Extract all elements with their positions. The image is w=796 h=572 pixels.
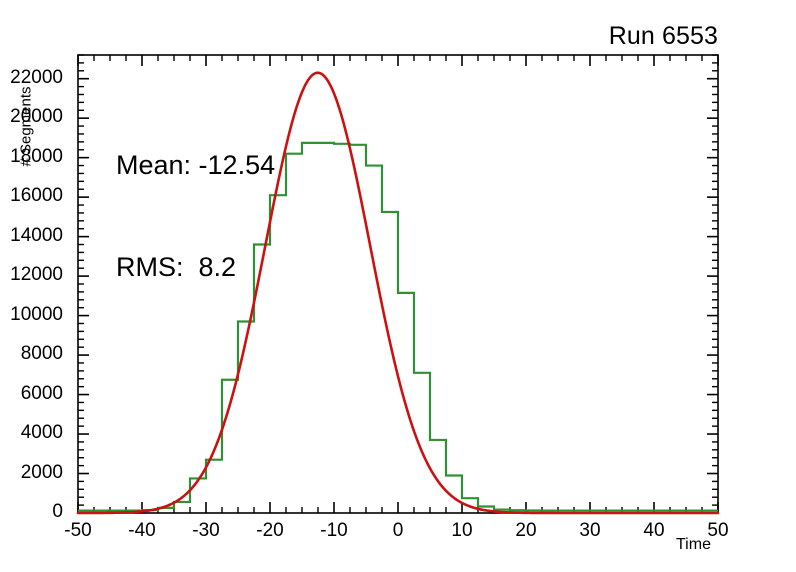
y-tick-label: 20000: [10, 106, 63, 128]
gaussian-fit-curve: [76, 71, 720, 515]
histogram-outline: [78, 141, 718, 512]
x-tick-label: 50: [707, 520, 729, 541]
histogram-series: [78, 141, 718, 512]
x-tick-label: 0: [392, 520, 404, 541]
x-tick-label: 40: [643, 520, 665, 541]
gaussian-fit-series: [76, 71, 720, 515]
rms-label: RMS: 8.2: [116, 252, 237, 282]
y-tick-label: 14000: [10, 224, 63, 246]
x-tick-label: 30: [579, 520, 601, 541]
x-tick-label: 20: [515, 520, 537, 541]
mean-label: Mean: -12.54: [116, 150, 276, 180]
statistics-annotation: Mean: -12.54 RMS: 8.2: [116, 80, 275, 352]
x-tick-label: -20: [256, 520, 284, 541]
y-tick-label: 16000: [10, 185, 63, 207]
x-tick-label: -30: [192, 520, 220, 541]
y-tick-label: 8000: [20, 343, 63, 365]
x-tick-label: -40: [128, 520, 156, 541]
x-tick-label: 10: [451, 520, 473, 541]
x-tick-label: -50: [64, 520, 92, 541]
y-tick-label: 4000: [20, 422, 63, 444]
x-axis-title: Time: [676, 536, 711, 553]
y-tick-label: 18000: [10, 145, 63, 167]
y-tick-label: 6000: [20, 382, 63, 404]
y-tick-label: 2000: [20, 461, 63, 483]
y-tick-label: 0: [52, 501, 63, 522]
axis-ticks: [77, 54, 719, 514]
y-tick-label: 22000: [10, 66, 63, 88]
x-tick-label: -10: [320, 520, 348, 541]
page-title: Run 6553: [608, 22, 718, 50]
y-tick-label: 12000: [10, 264, 63, 286]
y-tick-label: 10000: [10, 303, 63, 325]
